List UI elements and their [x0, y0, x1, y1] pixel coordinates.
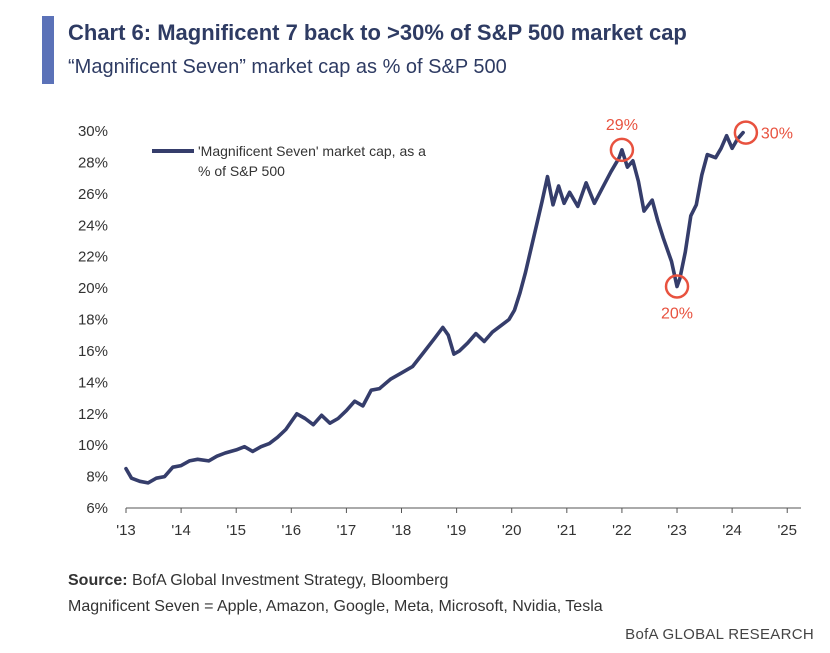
y-tick-label: 14% — [78, 374, 108, 391]
line-chart: 30% 28% 26% 24% 22% 20% 18% 16% 14% 12% 10% 8% 6% '1… — [78, 117, 801, 539]
x-tick-label: '17 — [337, 522, 357, 539]
y-tick-label: 16% — [78, 343, 108, 360]
x-axis: '13 '14 '15 '16 '17 '18 '19 '20 '21 '22 '23 '24 '25 — [116, 507, 801, 539]
x-tick-label: '18 — [392, 522, 412, 539]
chart-title: Chart 6: Magnificent 7 back to >30% of S… — [68, 20, 687, 45]
legend: 'Magnificent Seven' market cap, as a % o… — [152, 143, 426, 179]
x-tick-label: '13 — [116, 522, 136, 539]
source-line: Source: BofA Global Investment Strategy,… — [68, 572, 448, 590]
brand-mark: BofA GLOBAL RESEARCH — [625, 626, 814, 643]
legend-label-line1: 'Magnificent Seven' market cap, as a — [198, 143, 426, 159]
footnote: Magnificent Seven = Apple, Amazon, Googl… — [68, 598, 603, 615]
y-tick-label: 24% — [78, 217, 108, 234]
x-tick-label: '16 — [282, 522, 302, 539]
annotation-label: 30% — [761, 126, 793, 143]
y-tick-label: 30% — [78, 123, 108, 140]
title-accent-bar — [42, 16, 54, 84]
x-tick-label: '15 — [226, 522, 246, 539]
x-tick-label: '20 — [502, 522, 522, 539]
y-tick-label: 20% — [78, 280, 108, 297]
x-tick-label: '24 — [722, 522, 742, 539]
x-tick-label: '19 — [447, 522, 467, 539]
annotation-circle — [733, 120, 759, 145]
source-text: BofA Global Investment Strategy, Bloombe… — [127, 572, 449, 589]
y-tick-label: 28% — [78, 154, 108, 171]
legend-label-line2: % of S&P 500 — [198, 163, 285, 179]
y-tick-label: 26% — [78, 186, 108, 203]
x-tick-label: '14 — [171, 522, 191, 539]
chart-subtitle: “Magnificent Seven” market cap as % of S… — [68, 56, 507, 78]
annotations: 29% 20% 30% — [606, 117, 793, 323]
annotation-circle — [609, 137, 635, 163]
y-tick-label: 18% — [78, 312, 108, 329]
y-tick-label: 22% — [78, 249, 108, 266]
x-tick-label: '23 — [667, 522, 687, 539]
x-tick-label: '21 — [557, 522, 577, 539]
y-tick-label: 8% — [86, 469, 108, 486]
source-label: Source: — [68, 572, 128, 589]
y-tick-label: 6% — [86, 500, 108, 517]
x-tick-label: '22 — [612, 522, 632, 539]
y-tick-label: 12% — [78, 406, 108, 423]
y-axis: 30% 28% 26% 24% 22% 20% 18% 16% 14% 12% 10% 8% 6% — [78, 123, 108, 517]
annotation-circle — [664, 274, 690, 299]
x-tick-label: '25 — [777, 522, 797, 539]
annotation-label: 20% — [661, 306, 693, 323]
y-tick-label: 10% — [78, 437, 108, 454]
series-line — [124, 130, 745, 485]
annotation-label: 29% — [606, 117, 638, 134]
